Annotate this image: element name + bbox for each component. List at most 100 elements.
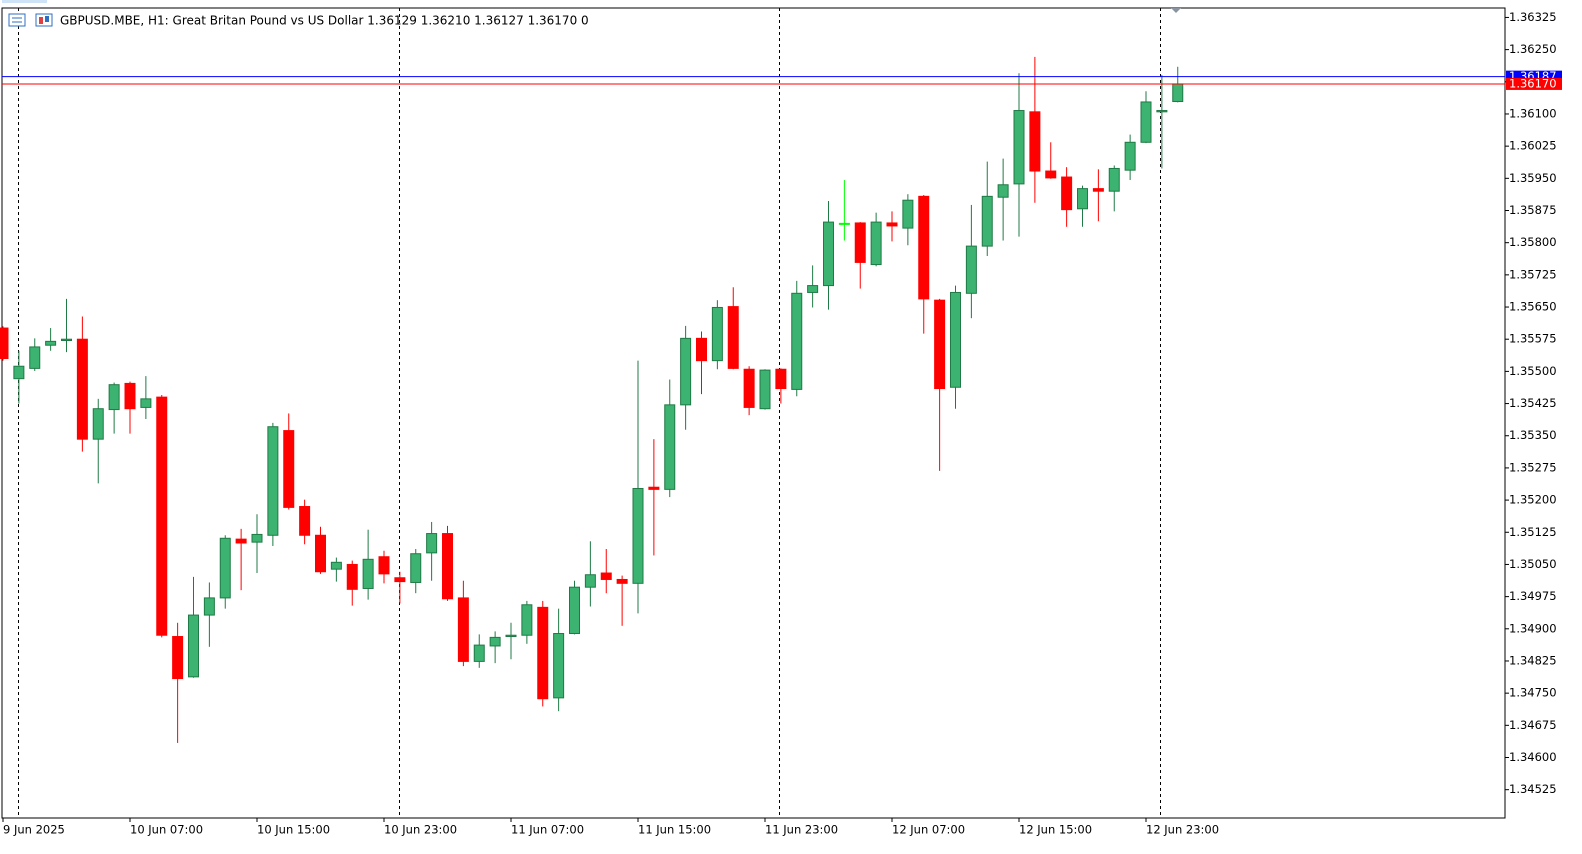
y-tick-label: 1.34975 bbox=[1509, 589, 1557, 603]
candle-body bbox=[870, 221, 882, 266]
candle-body bbox=[1045, 170, 1057, 179]
x-tick-label: 10 Jun 23:00 bbox=[384, 823, 457, 837]
y-tick-label: 1.36025 bbox=[1509, 139, 1557, 153]
y-tick-label: 1.35425 bbox=[1509, 396, 1557, 410]
candle-body bbox=[235, 538, 247, 544]
candle-body bbox=[997, 184, 1009, 198]
candle-body bbox=[1124, 141, 1136, 171]
candle-body bbox=[124, 382, 136, 410]
shift-marker bbox=[1171, 8, 1181, 13]
x-tick-label: 11 Jun 23:00 bbox=[765, 823, 838, 837]
candle-body bbox=[1061, 176, 1073, 211]
y-tick-label: 1.34750 bbox=[1509, 686, 1557, 700]
price-tag bbox=[1506, 77, 1562, 90]
candle-body bbox=[965, 245, 977, 294]
candle-body bbox=[219, 537, 231, 599]
candle-body bbox=[283, 430, 295, 508]
candle-body bbox=[553, 633, 565, 699]
candle-body bbox=[315, 534, 326, 573]
candle-body bbox=[473, 644, 485, 662]
candle-body bbox=[711, 306, 723, 362]
candle-body bbox=[950, 291, 961, 388]
x-tick-label: 9 Jun 2025 bbox=[3, 823, 65, 837]
x-tick-label: 11 Jun 07:00 bbox=[511, 823, 584, 837]
candle-body bbox=[76, 338, 88, 440]
candle-body bbox=[172, 636, 184, 680]
y-tick-label: 1.35350 bbox=[1509, 428, 1557, 442]
candle-body bbox=[394, 577, 406, 583]
price-tag-label: 1.36170 bbox=[1509, 76, 1557, 90]
candle-body bbox=[378, 556, 390, 575]
candle-body bbox=[1156, 110, 1168, 113]
chart-title: GBPUSD.MBE, H1: Great Britan Pound vs US… bbox=[60, 14, 589, 28]
candle-body bbox=[362, 558, 374, 589]
candle-body bbox=[489, 636, 501, 647]
candle-body bbox=[299, 506, 311, 536]
candle-body bbox=[759, 369, 771, 410]
period-separators bbox=[18, 8, 1161, 818]
y-tick-label: 1.34825 bbox=[1509, 653, 1557, 667]
y-tick-label: 1.35950 bbox=[1509, 171, 1557, 185]
y-tick-label: 1.35875 bbox=[1509, 203, 1557, 217]
candle-body bbox=[92, 408, 104, 440]
candle-body bbox=[108, 384, 120, 411]
candle-body bbox=[1092, 188, 1104, 192]
y-tick-label: 1.35725 bbox=[1509, 267, 1557, 281]
candle-body bbox=[0, 327, 9, 360]
candle-body bbox=[537, 606, 549, 700]
candle-body bbox=[648, 486, 660, 490]
candle-body bbox=[981, 195, 993, 247]
candle-body bbox=[775, 368, 787, 390]
plot-frame bbox=[1, 7, 1506, 819]
candle-body bbox=[791, 292, 803, 390]
candle-body bbox=[29, 346, 41, 369]
candle-body bbox=[1140, 101, 1152, 143]
y-tick-label: 1.34525 bbox=[1509, 782, 1557, 796]
candle-body bbox=[664, 404, 676, 490]
candle-body bbox=[140, 398, 152, 408]
y-tick-label: 1.34600 bbox=[1509, 750, 1557, 764]
candle-body bbox=[902, 199, 914, 229]
candle-body bbox=[918, 195, 930, 300]
candle-body bbox=[203, 597, 215, 616]
candle-body bbox=[45, 340, 57, 346]
candle-body bbox=[442, 533, 453, 600]
candle-body bbox=[1077, 188, 1088, 210]
candle-body bbox=[934, 299, 946, 390]
tab bbox=[2, 0, 47, 3]
candle-body bbox=[632, 488, 644, 584]
candle-body bbox=[584, 574, 596, 588]
candle-body bbox=[188, 614, 199, 678]
y-tick-label: 1.35500 bbox=[1509, 364, 1557, 378]
candle-body bbox=[330, 561, 342, 570]
candle-body bbox=[1029, 111, 1041, 172]
icon bbox=[35, 13, 53, 27]
candle-body bbox=[680, 337, 692, 406]
candle-body bbox=[696, 337, 707, 362]
candle-body bbox=[505, 634, 517, 638]
y-tick-label: 1.35800 bbox=[1509, 235, 1557, 249]
icon bbox=[45, 16, 49, 22]
y-tick-label: 1.35200 bbox=[1509, 493, 1557, 507]
x-tick-label: 10 Jun 15:00 bbox=[257, 823, 330, 837]
y-tick-label: 1.36100 bbox=[1509, 106, 1557, 120]
y-tick-label: 1.35050 bbox=[1509, 557, 1557, 571]
candle-body bbox=[251, 533, 263, 543]
candle-body bbox=[807, 285, 819, 293]
icon bbox=[39, 17, 43, 24]
candle-body bbox=[267, 426, 279, 536]
candle-body bbox=[569, 586, 580, 635]
candle-body bbox=[156, 396, 168, 636]
candle-body bbox=[13, 365, 25, 380]
candle-body bbox=[1108, 167, 1120, 192]
y-tick-label: 1.35575 bbox=[1509, 332, 1557, 346]
candle-body bbox=[838, 222, 850, 225]
candle-body bbox=[457, 597, 469, 662]
x-tick-label: 12 Jun 15:00 bbox=[1019, 823, 1092, 837]
candle-body bbox=[1172, 83, 1184, 103]
y-tick-label: 1.35275 bbox=[1509, 460, 1557, 474]
y-tick-label: 1.35125 bbox=[1509, 525, 1557, 539]
candle-body bbox=[410, 553, 422, 583]
candle-body bbox=[600, 572, 612, 580]
